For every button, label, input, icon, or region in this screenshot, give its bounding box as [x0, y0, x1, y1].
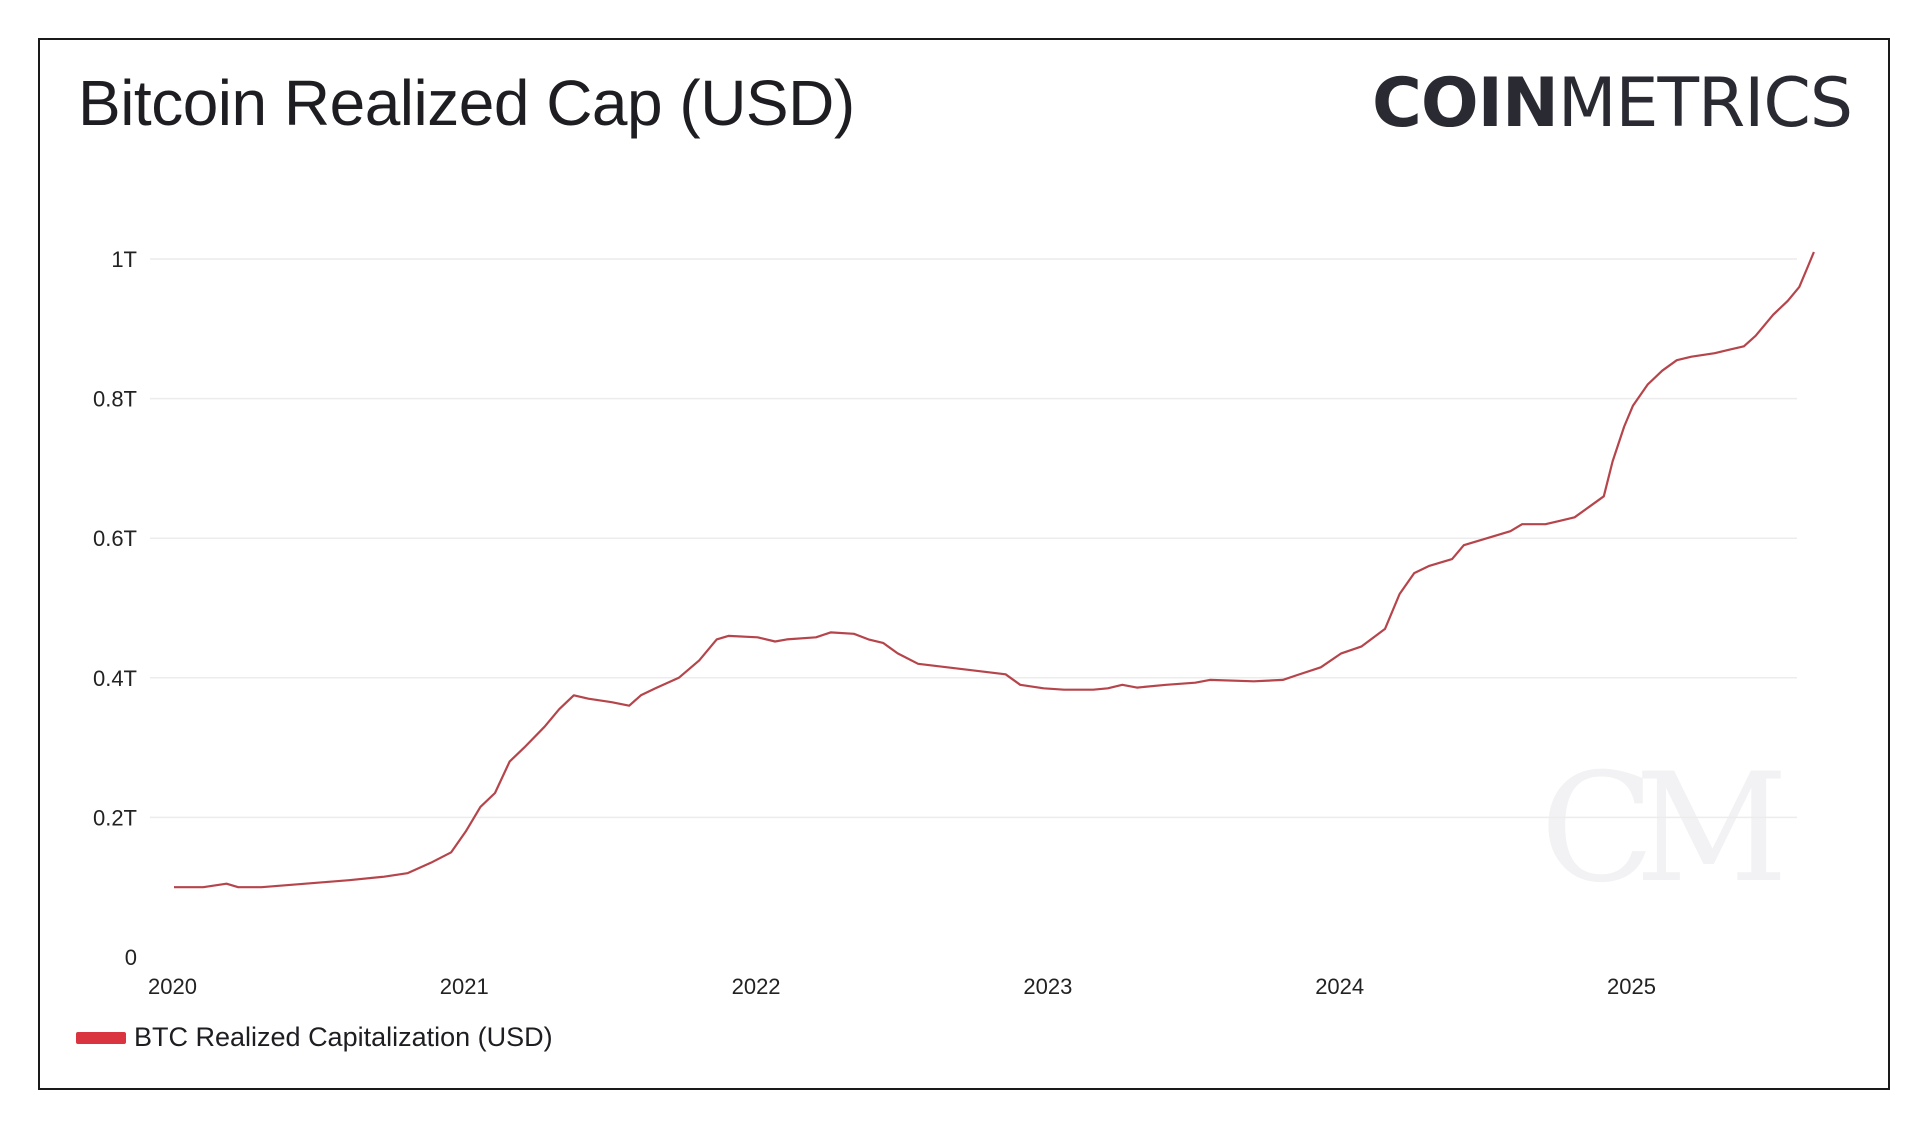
x-tick-label: 2023	[1023, 974, 1072, 999]
y-axis: 0 0.2T 0.4T 0.6T 0.8T 1T	[93, 247, 137, 970]
x-tick-label: 2025	[1607, 974, 1656, 999]
y-tick-label: 0.4T	[93, 666, 137, 691]
y-tick-label: 0.2T	[93, 805, 137, 830]
x-tick-label: 2020	[148, 974, 197, 999]
legend: BTC Realized Capitalization (USD)	[76, 1022, 553, 1053]
legend-swatch	[76, 1031, 126, 1044]
x-tick-label: 2024	[1315, 974, 1364, 999]
chart-frame	[38, 38, 1890, 1090]
logo-light-text: METRICS	[1557, 64, 1853, 143]
y-tick-label: 0.8T	[93, 387, 137, 412]
y-tick-label: 1T	[111, 247, 137, 272]
legend-label: BTC Realized Capitalization (USD)	[134, 1022, 553, 1052]
watermark: CM	[1540, 742, 1801, 916]
chart-title: Bitcoin Realized Cap (USD)	[78, 67, 855, 139]
grid	[150, 258, 1797, 819]
x-tick-label: 2022	[732, 974, 781, 999]
watermark-logo: CM	[1540, 742, 1781, 916]
x-axis: 2020 2021 2022 2023 2024 2025	[148, 974, 1656, 999]
y-tick-label: 0.6T	[93, 526, 137, 551]
y-tick-label: 0	[125, 945, 137, 970]
x-tick-label: 2021	[440, 974, 489, 999]
coinmetrics-logo: COINMETRICS	[1371, 64, 1853, 143]
series-line-0	[174, 251, 1815, 889]
logo-bold-text: COIN	[1371, 64, 1559, 143]
series	[174, 251, 1815, 889]
